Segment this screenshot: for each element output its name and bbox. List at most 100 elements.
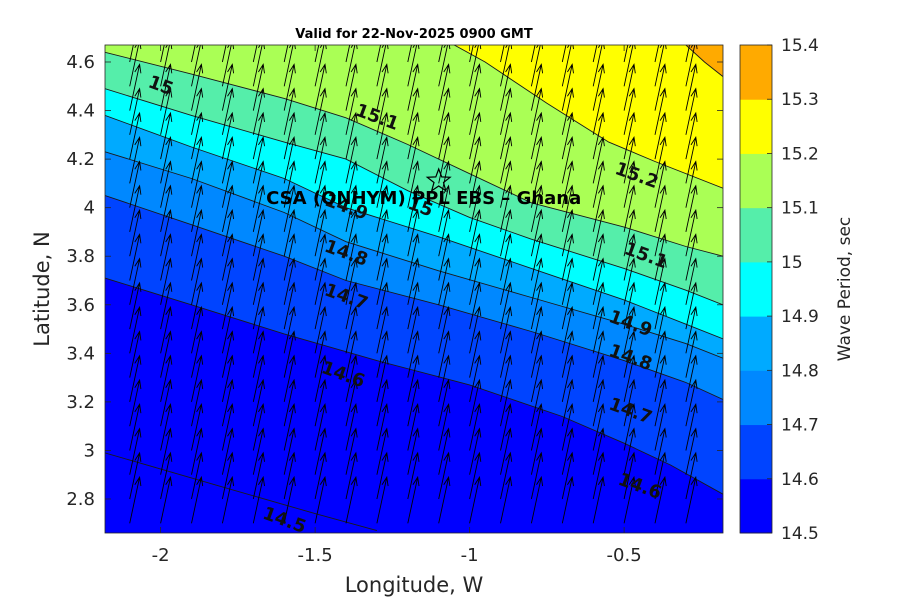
direction-arrow — [592, 378, 605, 427]
direction-arrow — [345, 427, 358, 475]
direction-arrow — [530, 233, 544, 281]
direction-arrow — [561, 427, 574, 475]
direction-arrow — [592, 257, 605, 305]
direction-arrow — [221, 160, 235, 208]
direction-arrow — [129, 378, 142, 427]
direction-arrow — [314, 136, 327, 184]
direction-arrow — [160, 281, 173, 330]
direction-arrow — [438, 475, 451, 524]
y-tick-label: 3.4 — [66, 343, 95, 364]
direction-arrow — [191, 305, 204, 354]
contour-line-14.6 — [105, 277, 723, 495]
direction-arrow — [561, 233, 574, 281]
direction-arrow — [160, 111, 173, 160]
direction-arrow — [314, 257, 327, 305]
direction-arrow — [407, 208, 420, 257]
direction-arrow — [469, 45, 474, 63]
direction-arrow — [191, 184, 204, 232]
site-label: CSA (ONHYM) PPL EBS – Ghana — [266, 188, 581, 209]
direction-arrow — [654, 475, 667, 524]
direction-arrow — [530, 354, 544, 402]
direction-arrow — [376, 160, 389, 208]
direction-arrow — [592, 330, 605, 378]
direction-arrow — [438, 257, 451, 305]
x-tick-label: -2 — [152, 545, 170, 566]
direction-arrow — [592, 233, 605, 281]
direction-arrow — [530, 111, 544, 160]
direction-arrow — [191, 257, 204, 305]
direction-arrow — [376, 281, 389, 330]
direction-arrow — [345, 378, 358, 427]
direction-arrow — [530, 184, 544, 232]
direction-arrow — [500, 475, 513, 524]
direction-arrow — [221, 378, 235, 427]
direction-arrow — [407, 330, 420, 378]
direction-arrow — [221, 451, 235, 500]
y-axis: 2.8 3 3.2 3.4 3.6 3.8 4 4.2 4.4 4.6 — [66, 52, 723, 510]
colorbar-label: Wave Period, sec — [835, 217, 855, 362]
direction-arrow — [561, 403, 574, 451]
direction-arrow — [345, 184, 358, 232]
direction-arrow — [345, 233, 358, 281]
direction-arrow — [345, 87, 358, 135]
direction-arrow — [376, 45, 382, 63]
direction-arrow — [314, 305, 327, 354]
direction-arrow — [685, 257, 698, 305]
direction-arrow — [561, 160, 574, 208]
direction-arrow — [469, 475, 482, 524]
direction-arrow — [407, 233, 420, 281]
direction-arrow — [252, 87, 265, 135]
direction-arrow — [407, 281, 420, 330]
y-tick-label: 3.2 — [66, 392, 95, 413]
direction-arrow — [654, 208, 667, 257]
direction-arrow — [376, 403, 389, 451]
direction-arrow — [469, 257, 482, 305]
direction-arrow — [283, 305, 296, 354]
direction-arrow — [221, 403, 235, 451]
direction-arrow — [314, 233, 327, 281]
y-tick-label: 2.8 — [66, 489, 95, 510]
direction-arrow — [129, 87, 142, 135]
direction-arrow — [252, 354, 265, 402]
direction-arrow — [685, 45, 691, 63]
direction-arrow — [283, 45, 289, 63]
direction-arrow — [160, 45, 165, 63]
direction-arrow — [221, 475, 235, 524]
direction-arrow — [438, 87, 451, 135]
direction-arrow — [160, 451, 173, 500]
colorbar-tick-label: 15.2 — [781, 144, 819, 164]
direction-arrow — [623, 451, 636, 500]
direction-arrow — [314, 111, 327, 160]
direction-arrow — [191, 45, 196, 63]
direction-arrow — [314, 281, 327, 330]
direction-arrow — [129, 281, 142, 330]
colorbar-swatch-15 — [740, 207, 772, 263]
direction-arrow — [592, 475, 605, 524]
direction-arrow — [685, 281, 698, 330]
direction-arrow — [654, 136, 667, 184]
direction-arrow — [438, 451, 451, 500]
direction-arrow — [623, 257, 636, 305]
direction-arrow — [345, 475, 358, 524]
direction-arrow — [685, 354, 698, 402]
direction-arrow — [623, 233, 636, 281]
direction-arrow — [283, 160, 296, 208]
direction-arrow — [407, 451, 420, 500]
direction-arrow — [654, 281, 667, 330]
direction-arrow — [252, 111, 265, 160]
direction-arrow — [654, 451, 667, 500]
direction-arrow — [623, 136, 636, 184]
direction-arrow — [252, 45, 258, 63]
direction-arrow — [623, 111, 636, 160]
direction-arrow — [654, 257, 667, 305]
colorbar-tick-label: 14.9 — [781, 307, 819, 327]
x-tick-label: -1 — [461, 545, 479, 566]
direction-arrow — [252, 475, 265, 524]
direction-arrow — [592, 87, 605, 135]
direction-arrow — [221, 208, 235, 257]
direction-arrow — [129, 63, 142, 111]
direction-arrow — [345, 63, 358, 111]
direction-arrow — [469, 378, 482, 427]
direction-arrow — [500, 184, 513, 232]
plot-frame — [104, 44, 724, 534]
